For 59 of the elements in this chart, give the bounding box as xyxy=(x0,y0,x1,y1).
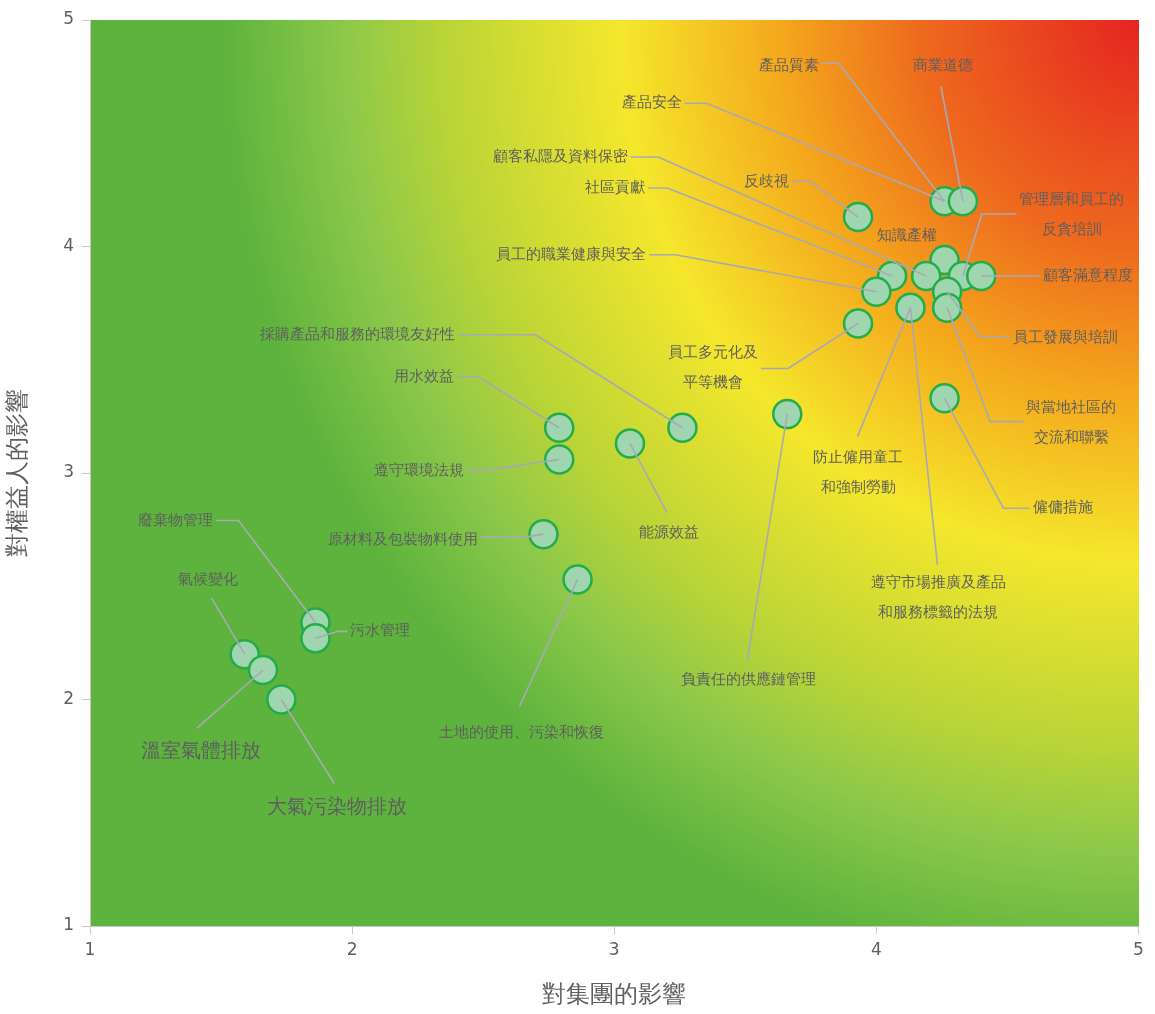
annotation: 顧客私隱及資料保密 xyxy=(492,146,628,165)
annotation: 與當地社區的交流和聯繫 xyxy=(1026,397,1117,446)
x-axis-title: 對集團的影響 xyxy=(542,979,687,1008)
y-tick-label: 4 xyxy=(63,234,74,255)
x-tick-label: 2 xyxy=(346,938,358,959)
point xyxy=(931,292,963,323)
annotation: 廢棄物管理 xyxy=(137,511,213,530)
point xyxy=(562,564,593,595)
annotation: 負責任的供應鏈管理 xyxy=(680,670,816,688)
annotation: 商業道德 xyxy=(912,56,973,75)
point xyxy=(965,260,997,292)
annotation: 反歧視 xyxy=(743,171,789,190)
annotation: 員工發展與培訓 xyxy=(1012,327,1118,346)
y-tick-label: 5 xyxy=(63,8,74,29)
point xyxy=(667,412,698,443)
annotation: 僱傭措施 xyxy=(1032,498,1093,517)
point xyxy=(543,412,575,443)
x-tick-label: 4 xyxy=(870,938,882,959)
annotation: 防止僱用童工和強制勞動 xyxy=(813,447,904,496)
y-tick-label: 1 xyxy=(63,914,74,935)
point xyxy=(300,623,331,654)
x-tick-label: 5 xyxy=(1133,938,1144,959)
point xyxy=(842,201,874,233)
point xyxy=(614,428,646,459)
point xyxy=(772,398,803,430)
point xyxy=(861,276,892,308)
annotation: 氣候變化 xyxy=(177,570,238,589)
x-tick-label: 3 xyxy=(608,938,620,959)
point xyxy=(543,444,575,475)
annotation: 用水效益 xyxy=(394,366,455,385)
annotation: 溫室氣體排放 xyxy=(141,738,261,763)
annotation: 能源效益 xyxy=(638,523,699,542)
annotation: 採購產品和服務的環境友好性 xyxy=(259,324,455,343)
annotation: 知識產權 xyxy=(876,225,937,244)
x-tick-label: 1 xyxy=(84,938,96,959)
y-axis-title: 對權益人的影響 xyxy=(2,389,31,557)
annotation: 管理層和員工的反貪培訓 xyxy=(1019,189,1125,238)
point xyxy=(247,654,279,686)
annotation: 遵守環境法規 xyxy=(374,461,465,480)
annotation: 遵守市場推廣及產品和服務標籤的法規 xyxy=(870,572,1006,621)
annotation: 員工的職業健康與安全 xyxy=(496,244,647,263)
annotation: 員工多元化及平等機會 xyxy=(668,343,759,392)
point xyxy=(842,308,874,339)
annotation: 顧客滿意程度 xyxy=(1043,265,1134,284)
point xyxy=(929,383,960,414)
point xyxy=(266,684,297,715)
annotation: 原材料及包裝物料使用 xyxy=(328,530,479,549)
annotation: 產品安全 xyxy=(621,93,682,112)
annotation: 社區貢獻 xyxy=(585,177,646,196)
y-tick-label: 2 xyxy=(63,687,74,708)
annotation: 產品質素 xyxy=(758,56,819,75)
point xyxy=(910,260,942,292)
point xyxy=(895,292,926,323)
y-tick-label: 3 xyxy=(63,461,74,482)
point xyxy=(528,518,559,550)
annotation: 大氣污染物排放 xyxy=(267,793,408,818)
point xyxy=(947,185,979,217)
annotation: 污水管理 xyxy=(350,621,411,640)
annotation: 土地的使用、污染和恢復 xyxy=(439,723,605,742)
